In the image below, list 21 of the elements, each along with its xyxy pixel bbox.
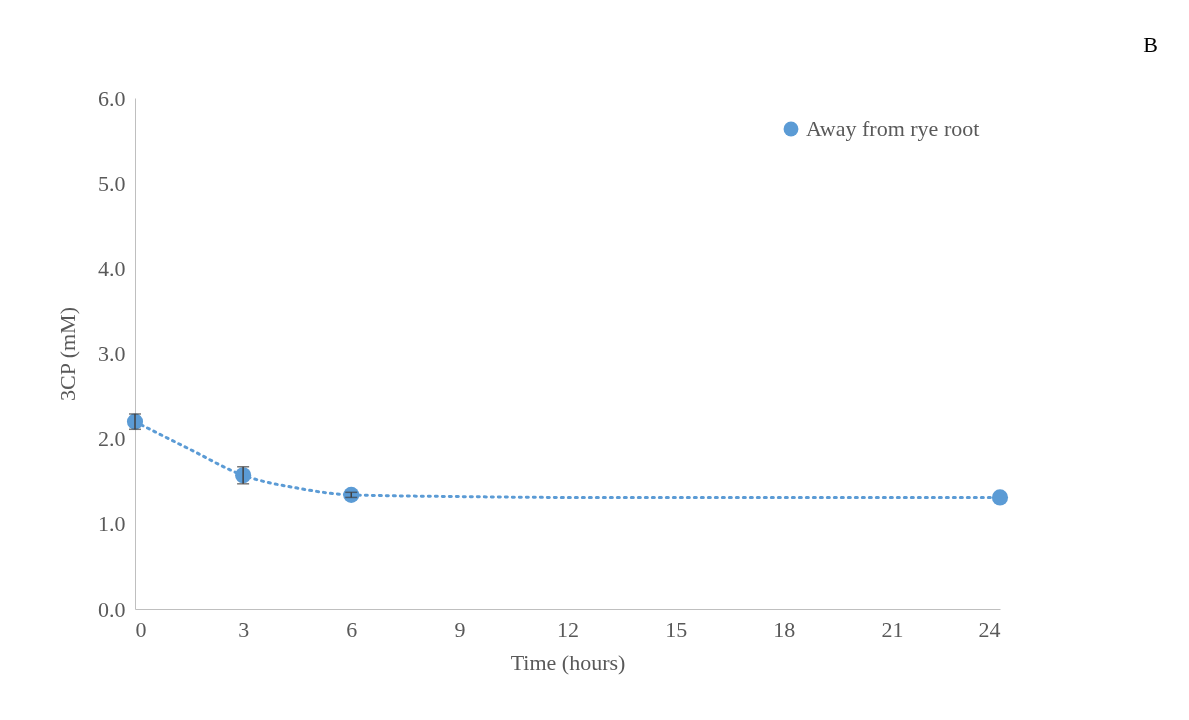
y-tick-label: 3.0 xyxy=(98,341,126,366)
legend-label: Away from rye root xyxy=(806,116,980,141)
x-tick-label: 9 xyxy=(454,616,466,642)
y-tick-label: 6.0 xyxy=(98,85,126,111)
y-tick-label: 4.0 xyxy=(98,255,126,281)
x-tick-label: 12 xyxy=(557,616,579,642)
x-tick-label: 0 xyxy=(135,616,147,642)
text: B xyxy=(1143,32,1159,57)
y-tick-label: 1.0 xyxy=(98,511,126,537)
y-tick-label: 5.0 xyxy=(98,170,126,196)
x-tick-label: 15 xyxy=(665,616,688,642)
point xyxy=(991,489,1009,506)
x-tick-label: 21 xyxy=(881,616,904,642)
x-tick-label: 6 xyxy=(346,616,358,642)
y-tick-label: 2.0 xyxy=(98,426,126,452)
x-tick-label: 24 xyxy=(978,616,1001,642)
y-tick-label: 0.0 xyxy=(98,596,126,622)
x-tick-label: 3 xyxy=(238,616,250,642)
x-tick-label: 18 xyxy=(773,616,796,642)
x-axis-title: Time (hours) xyxy=(510,649,626,675)
y-axis-title: 3CP (mM) xyxy=(55,307,80,401)
